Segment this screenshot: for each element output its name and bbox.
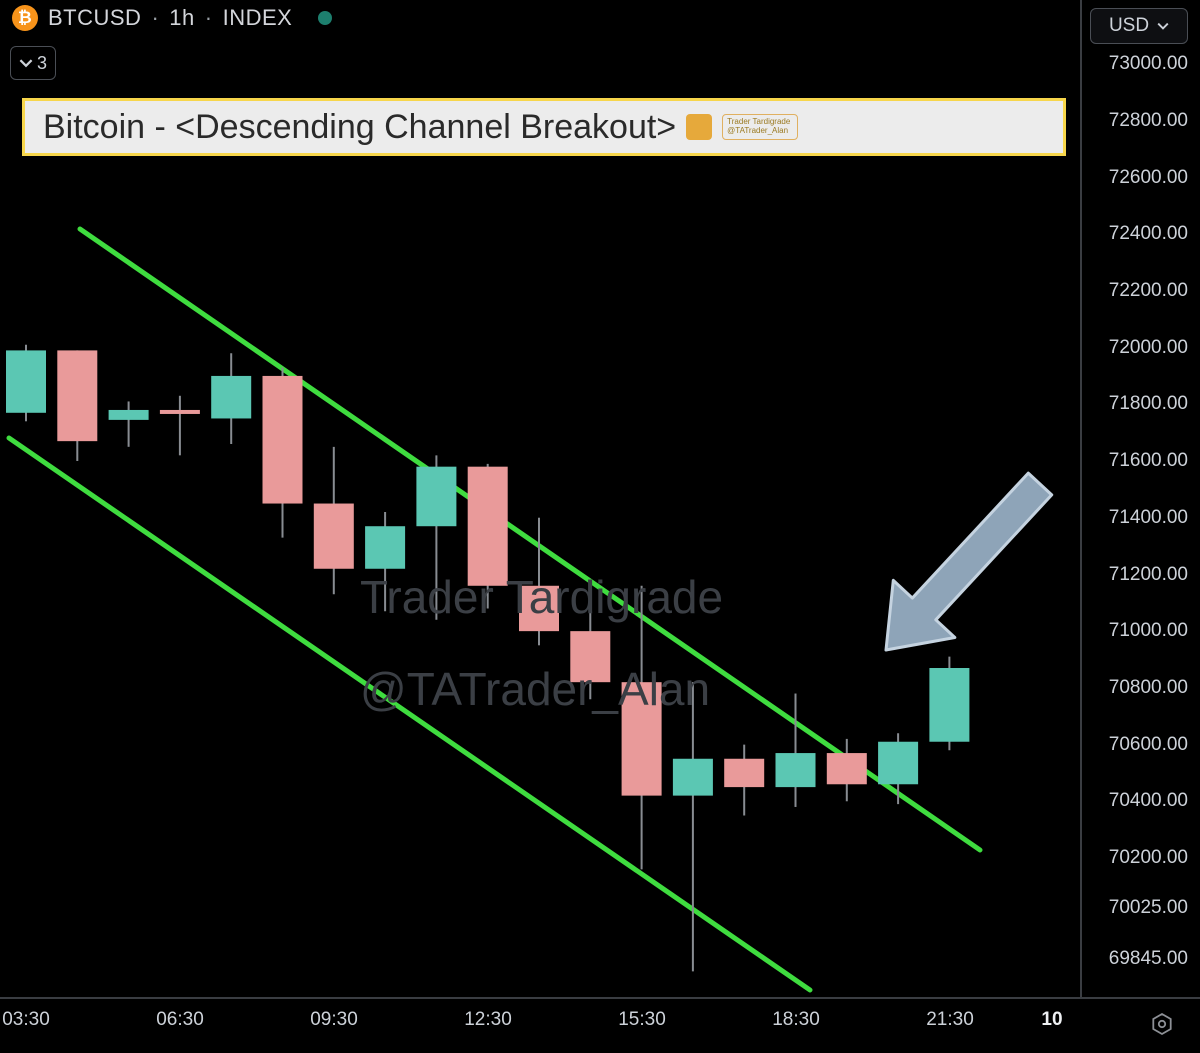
- title-banner: Bitcoin - <Descending Channel Breakout> …: [22, 98, 1066, 156]
- time-tick: 12:30: [464, 1009, 512, 1031]
- time-tick: 06:30: [156, 1009, 204, 1031]
- candle-body: [57, 350, 97, 441]
- price-tick: 71600.00: [1109, 450, 1188, 472]
- watermark-line2: @TATrader_Alan: [360, 662, 710, 716]
- chart-frame: ₿ BTCUSD · 1h · INDEX 3 USD Bitcoin - <D…: [0, 0, 1200, 1053]
- time-tick: 09:30: [310, 1009, 358, 1031]
- price-tick: 73000.00: [1109, 53, 1188, 75]
- candle-body: [211, 376, 251, 419]
- price-tick: 69845.00: [1109, 948, 1188, 970]
- price-tick: 72800.00: [1109, 110, 1188, 132]
- candle-body: [776, 753, 816, 787]
- banner-text: Bitcoin - <Descending Channel Breakout>: [43, 108, 676, 147]
- candle-body: [160, 410, 200, 414]
- price-tick: 70200.00: [1109, 847, 1188, 869]
- price-tick: 71800.00: [1109, 393, 1188, 415]
- banner-badge-icon: [686, 114, 712, 140]
- price-tick: 70025.00: [1109, 897, 1188, 919]
- price-tick: 71400.00: [1109, 507, 1188, 529]
- chart-settings-icon[interactable]: [1150, 1012, 1174, 1041]
- price-tick: 70800.00: [1109, 677, 1188, 699]
- candle-body: [314, 504, 354, 569]
- price-tick: 72000.00: [1109, 337, 1188, 359]
- price-tick: 72600.00: [1109, 167, 1188, 189]
- candle-body: [416, 467, 456, 527]
- candle-body: [673, 759, 713, 796]
- banner-tag: Trader Tardigrade @TATrader_Alan: [722, 114, 798, 140]
- time-tick: 18:30: [772, 1009, 820, 1031]
- candle-body: [724, 759, 764, 787]
- candle-body: [827, 753, 867, 784]
- breakout-arrow: [886, 473, 1052, 650]
- price-tick: 70600.00: [1109, 734, 1188, 756]
- watermark-line1: Trader Tardigrade: [360, 570, 723, 624]
- candle-body: [263, 376, 303, 504]
- price-axis[interactable]: 73000.00 72800.00 72600.00 72400.00 72200.00…: [1080, 0, 1200, 997]
- price-tick: 72400.00: [1109, 223, 1188, 245]
- candle-body: [468, 467, 508, 586]
- time-tick: 21:30: [926, 1009, 974, 1031]
- time-axis[interactable]: 03:30 06:30 09:30 12:30 15:30 18:30 21:30 10: [0, 997, 1200, 1053]
- time-tick: 15:30: [618, 1009, 666, 1031]
- price-tick: 71200.00: [1109, 564, 1188, 586]
- candle-body: [365, 526, 405, 569]
- price-tick: 70400.00: [1109, 790, 1188, 812]
- time-tick: 10: [1041, 1009, 1062, 1031]
- candle-body: [109, 410, 149, 420]
- candle-body: [6, 350, 46, 412]
- banner-tag-line: @TATrader_Alan: [727, 127, 793, 136]
- time-tick: 03:30: [2, 1009, 50, 1031]
- price-tick: 72200.00: [1109, 280, 1188, 302]
- candle-body: [929, 668, 969, 742]
- candle-body: [878, 742, 918, 785]
- price-tick: 71000.00: [1109, 620, 1188, 642]
